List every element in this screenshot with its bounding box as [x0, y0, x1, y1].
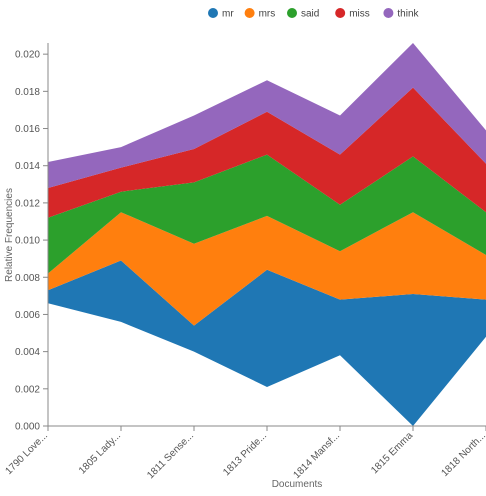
legend-swatch: [208, 8, 218, 18]
legend: mr mrs said miss think: [208, 8, 420, 20]
y-axis: 0.000 0.002 0.004 0.006 0.008 0.010 0.012 0.014…: [15, 43, 49, 433]
y-axis-title: Relative Frequencies: [4, 188, 15, 282]
y-tick-label: 0.012: [15, 198, 40, 209]
legend-label: miss: [349, 9, 370, 20]
legend-item-mrs[interactable]: mrs: [244, 8, 276, 20]
y-tick-label: 0.016: [15, 124, 40, 135]
y-tick-label: 0.020: [15, 50, 40, 61]
area-mrs: [48, 212, 486, 326]
legend-swatch: [383, 8, 394, 18]
area-mr: [48, 260, 486, 426]
x-tick-label: 1811 Sense...: [145, 430, 196, 481]
legend-swatch: [335, 8, 346, 18]
y-tick-label: 0.010: [15, 236, 40, 247]
y-tick-label: 0.004: [15, 347, 40, 358]
x-axis-title: Documents: [272, 479, 323, 490]
legend-label: mrs: [259, 9, 276, 20]
x-axis: 1790 Love... 1805 Lady... 1811 Sense... 181…: [3, 425, 486, 481]
y-tick-label: 0.014: [15, 161, 40, 172]
legend-swatch: [287, 8, 297, 18]
y-tick-label: 0.008: [15, 273, 40, 284]
y-tick-label: 0.006: [15, 310, 40, 321]
legend-swatch: [244, 8, 255, 18]
legend-label: said: [301, 9, 319, 20]
legend-item-miss[interactable]: miss: [335, 8, 370, 20]
y-tick-label: 0.002: [15, 384, 40, 395]
area-think: [48, 43, 486, 188]
legend-item-think[interactable]: think: [383, 8, 420, 20]
x-tick-label: 1818 North...: [439, 430, 486, 479]
legend-item-said[interactable]: said: [287, 8, 319, 20]
x-tick-label: 1805 Lady...: [77, 430, 123, 476]
area-miss: [48, 87, 486, 218]
x-tick-label: 1814 Mansf...: [291, 430, 342, 481]
x-tick-label: 1813 Pride...: [221, 430, 269, 478]
area-said: [48, 154, 486, 274]
legend-label: mr: [222, 9, 234, 20]
stacked-areas: [48, 43, 486, 426]
y-tick-label: 0.018: [15, 87, 40, 98]
legend-label: think: [397, 9, 419, 20]
y-tick-label: 0.000: [15, 422, 40, 433]
x-tick-label: 1815 Emma: [369, 430, 415, 476]
legend-item-mr[interactable]: mr: [208, 8, 234, 20]
x-tick-label: 1790 Love...: [3, 430, 50, 477]
